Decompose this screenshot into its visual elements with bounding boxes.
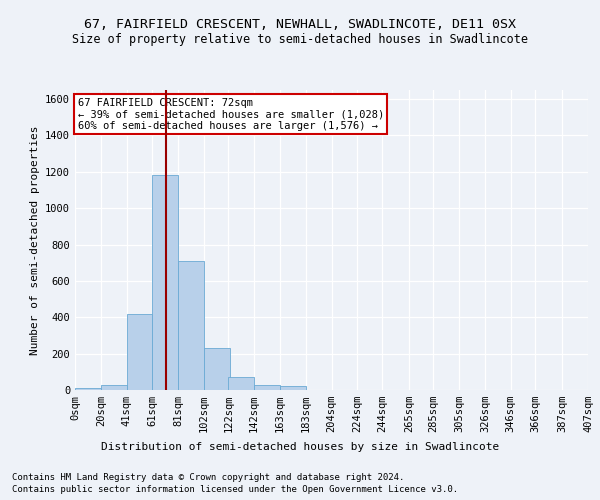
Bar — [280, 386, 306, 390]
Text: Contains HM Land Registry data © Crown copyright and database right 2024.: Contains HM Land Registry data © Crown c… — [12, 472, 404, 482]
Y-axis label: Number of semi-detached properties: Number of semi-detached properties — [29, 125, 40, 355]
Bar — [178, 261, 204, 390]
Bar — [101, 386, 127, 390]
Bar — [204, 348, 230, 390]
Bar — [254, 384, 280, 390]
Text: 67 FAIRFIELD CRESCENT: 72sqm
← 39% of semi-detached houses are smaller (1,028)
6: 67 FAIRFIELD CRESCENT: 72sqm ← 39% of se… — [77, 98, 384, 130]
Text: Distribution of semi-detached houses by size in Swadlincote: Distribution of semi-detached houses by … — [101, 442, 499, 452]
Bar — [75, 388, 101, 390]
Bar — [152, 176, 178, 390]
Bar — [229, 378, 254, 390]
Bar — [127, 314, 152, 390]
Text: Contains public sector information licensed under the Open Government Licence v3: Contains public sector information licen… — [12, 485, 458, 494]
Text: 67, FAIRFIELD CRESCENT, NEWHALL, SWADLINCOTE, DE11 0SX: 67, FAIRFIELD CRESCENT, NEWHALL, SWADLIN… — [84, 18, 516, 30]
Text: Size of property relative to semi-detached houses in Swadlincote: Size of property relative to semi-detach… — [72, 32, 528, 46]
